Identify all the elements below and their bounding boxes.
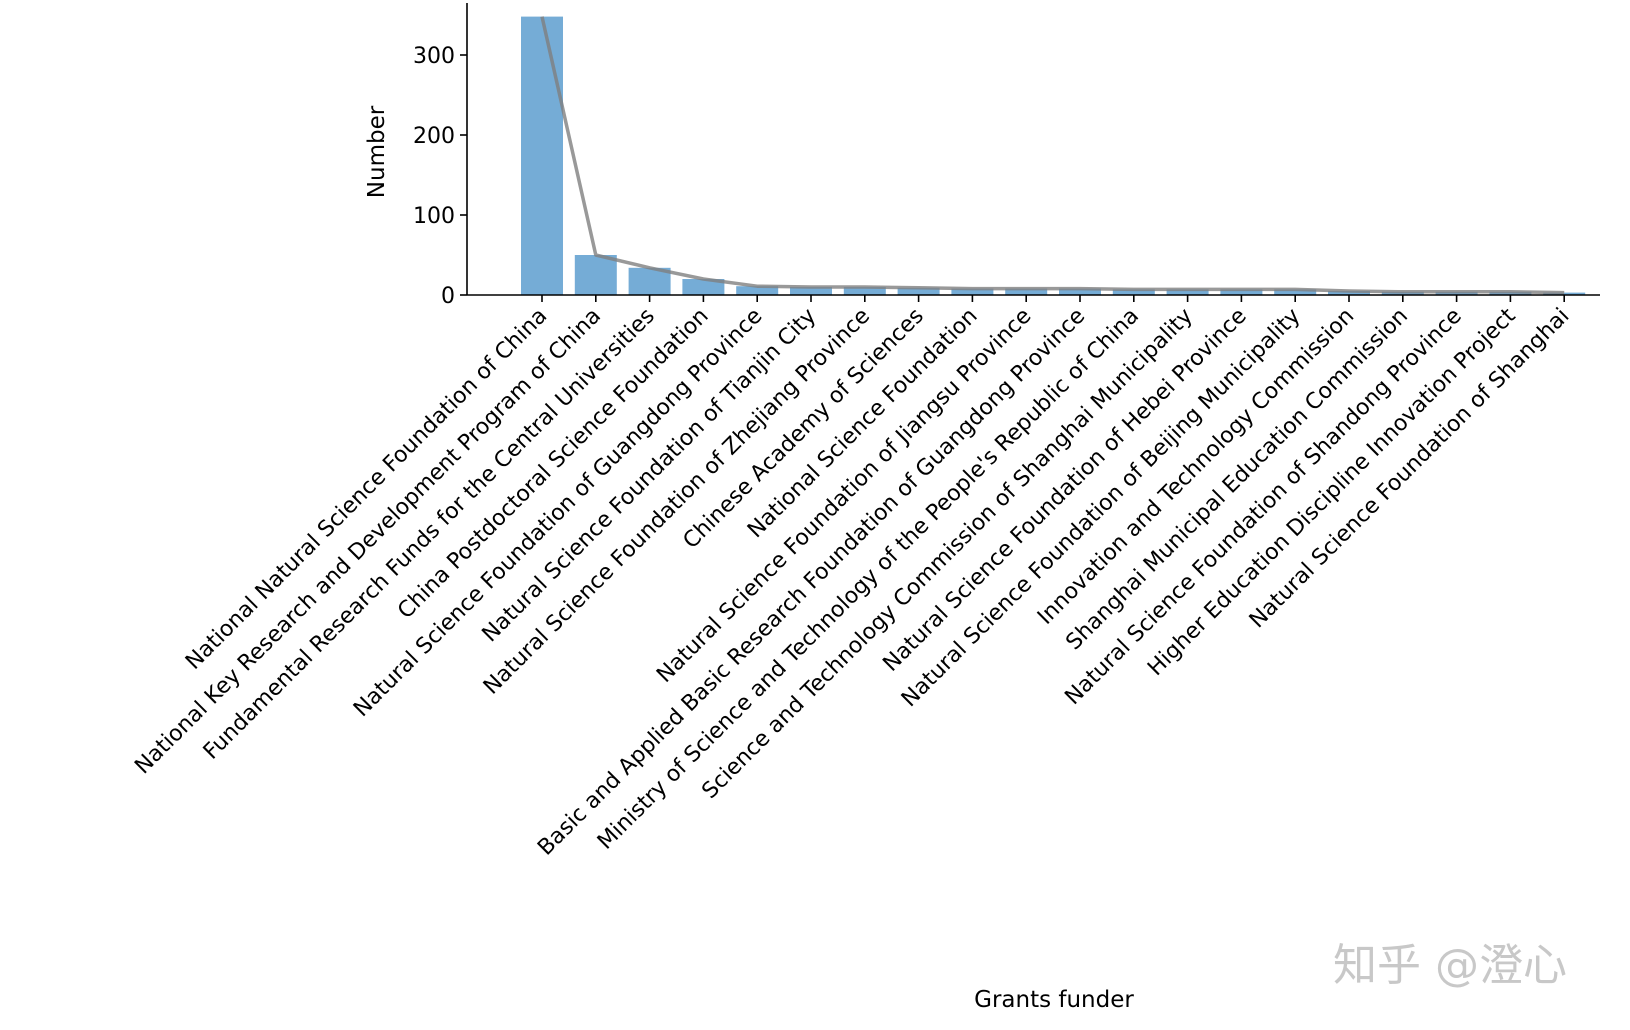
axes-group <box>466 3 1600 296</box>
watermark: 知乎 @澄心 <box>1333 940 1567 991</box>
bar <box>1059 288 1101 295</box>
y-ticks-group: 0 100 200 300 <box>413 44 467 309</box>
bar <box>1112 289 1155 295</box>
y-tick-label: 300 <box>413 44 455 69</box>
bar <box>574 255 617 295</box>
bar <box>951 288 994 295</box>
y-axis-title: Number <box>364 105 390 198</box>
bar <box>1274 289 1317 295</box>
bars-group <box>521 16 1586 295</box>
trend-line <box>540 16 1565 295</box>
bar <box>682 279 725 295</box>
bar <box>790 287 832 295</box>
bar <box>1166 289 1209 295</box>
bar <box>843 287 886 295</box>
y-tick-label: 100 <box>413 204 455 229</box>
bar <box>1543 292 1586 295</box>
x-axis-title: Grants funder <box>974 987 1134 1013</box>
y-tick-label: 0 <box>441 284 455 309</box>
x-ticks-group: National Natural Science Foundation of C… <box>130 295 1574 861</box>
bar <box>736 286 779 295</box>
trend-line-group <box>540 16 1565 295</box>
bar <box>1328 291 1370 295</box>
bar <box>897 287 940 295</box>
bar <box>1005 288 1048 295</box>
bar <box>1220 289 1263 295</box>
bar <box>521 16 563 295</box>
y-tick-label: 200 <box>413 124 455 149</box>
